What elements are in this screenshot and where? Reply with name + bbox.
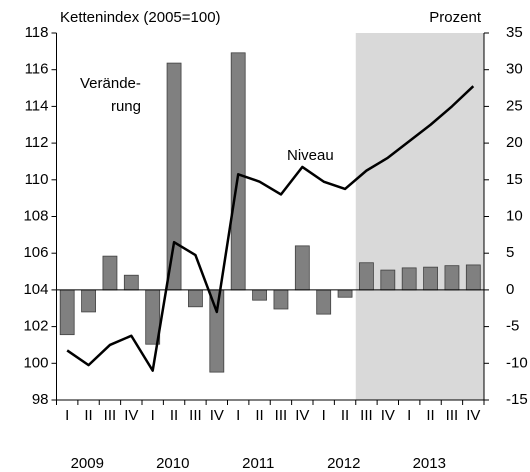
x-tick-label: IV [466, 407, 480, 424]
y-tick-label: 110 [25, 171, 49, 188]
bar [337, 289, 353, 298]
annotation: Niveau [287, 147, 334, 164]
bar [401, 267, 417, 291]
x-tick-label: IV [210, 407, 224, 424]
x-tick-label: III [275, 407, 288, 424]
x-tick-label: IV [124, 407, 138, 424]
forecast-shade [355, 33, 484, 400]
x-tick-label: I [151, 407, 155, 424]
y2-tick-label: 35 [506, 24, 523, 41]
y2-axis-title: Prozent [429, 9, 482, 26]
x-tick-label: II [426, 407, 434, 424]
bar [316, 289, 332, 315]
y-tick-label: 100 [23, 354, 48, 371]
x-tick-label: III [104, 407, 117, 424]
y2-tick-label: 5 [506, 244, 514, 261]
y2-tick-label: 20 [506, 134, 523, 151]
bar [102, 255, 118, 291]
x-tick-label: I [322, 407, 326, 424]
y2-tick-label: 25 [506, 97, 523, 114]
y2-tick-label: -5 [506, 318, 519, 335]
bar [230, 52, 246, 291]
y2-tick-label: 15 [506, 171, 523, 188]
x-tick-label: I [65, 407, 69, 424]
bar [423, 266, 438, 291]
y-tick-label: 106 [23, 244, 48, 261]
x-tick-label: II [341, 407, 349, 424]
y2-tick-label: -10 [506, 354, 528, 371]
bar [188, 289, 203, 308]
bar [59, 289, 75, 336]
x-tick-label: II [170, 407, 178, 424]
x-tick-label: II [255, 407, 263, 424]
y2-tick-label: 10 [506, 207, 523, 224]
y-tick-label: 108 [23, 207, 48, 224]
bar [166, 62, 182, 291]
bar [273, 289, 289, 310]
x-tick-label: IV [381, 407, 395, 424]
x-tick-label: III [189, 407, 202, 424]
y2-tick-label: 30 [506, 61, 523, 78]
year-label: 2011 [242, 455, 274, 472]
bar [465, 264, 481, 291]
bar [294, 245, 310, 291]
y2-tick-label: 0 [506, 281, 514, 298]
x-tick-label: III [360, 407, 373, 424]
x-tick-label: II [84, 407, 92, 424]
x-tick-label: I [407, 407, 411, 424]
x-tick-label: III [446, 407, 459, 424]
y-tick-label: 118 [25, 24, 49, 41]
y-tick-label: 98 [32, 391, 49, 408]
year-label: 2012 [327, 455, 360, 472]
y-tick-label: 112 [25, 134, 49, 151]
bar [444, 265, 460, 291]
bar [123, 274, 139, 291]
year-label: 2010 [156, 455, 189, 472]
annotation: rung [111, 98, 141, 115]
y-tick-label: 116 [25, 61, 49, 78]
annotation: Verände- [80, 75, 141, 92]
bar [380, 269, 396, 291]
x-tick-label: IV [295, 407, 309, 424]
year-label: 2013 [413, 455, 446, 472]
y2-tick-label: -15 [506, 391, 528, 408]
line [66, 85, 475, 372]
y-axis-title: Kettenindex (2005=100) [60, 9, 221, 26]
y-tick-label: 102 [23, 318, 48, 335]
bar [252, 289, 267, 301]
year-label: 2009 [71, 455, 104, 472]
bar [81, 289, 96, 313]
y-tick-label: 114 [25, 97, 49, 114]
y-tick-label: 104 [23, 281, 48, 298]
bar [359, 262, 374, 291]
x-tick-label: I [236, 407, 240, 424]
